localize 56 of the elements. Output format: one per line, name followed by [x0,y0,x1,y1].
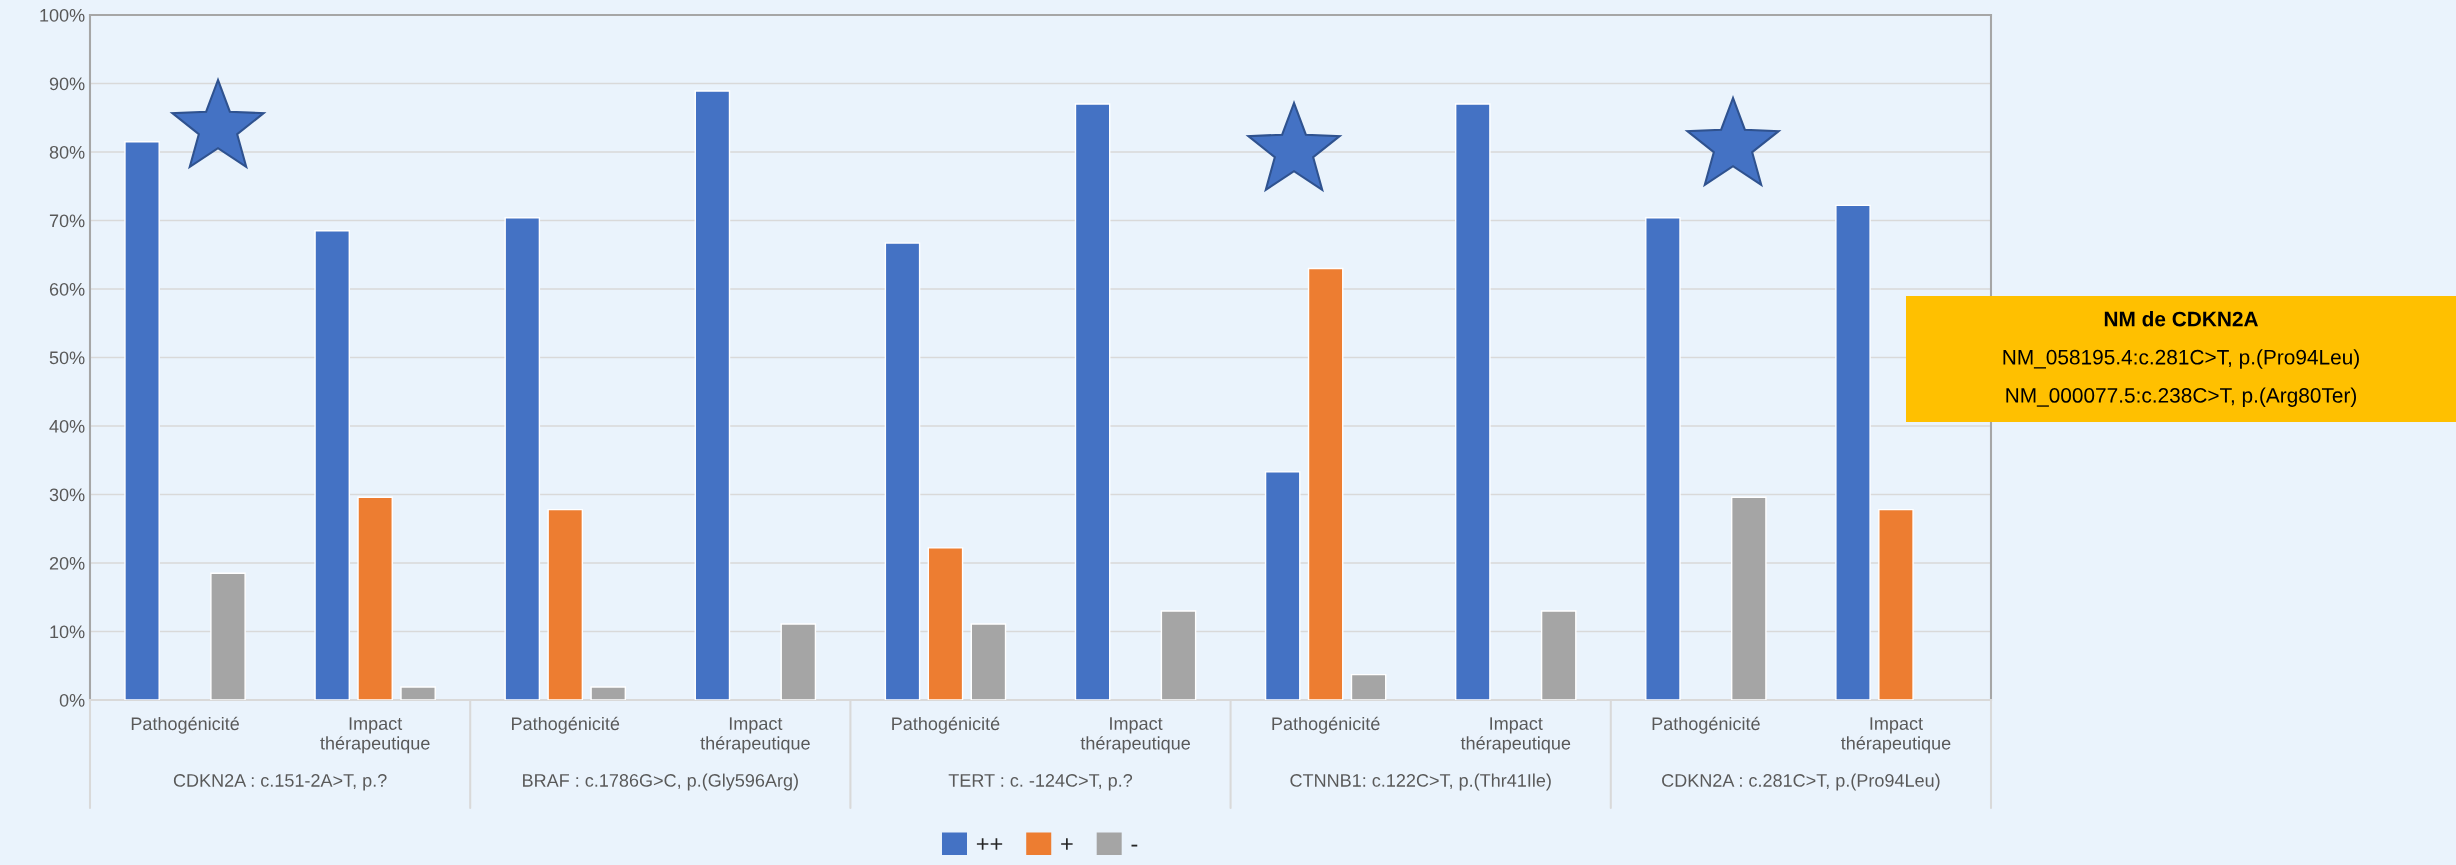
bar [357,496,393,700]
legend-label: + [1061,838,1073,850]
y-tick-label: 60% [49,282,85,296]
x-tick-label: Pathogénicité [512,716,620,734]
y-tick-label: 30% [49,488,85,502]
bar [504,217,541,700]
y-tick-label: 70% [49,214,85,228]
text: CTNNB1: c.122C>T, p.(Thr41Ile) [1290,773,1551,791]
x-tick-label: Pathogénicité [1272,716,1380,734]
legend-label: ++ [976,838,1003,850]
text: CDKN2A : c.281C>T, p.(Pro94Leu) [1662,773,1940,791]
bar [1350,673,1387,700]
bar [400,686,436,700]
text: NM_058195.4:c.281C>T, p.(Pro94Leu) [2003,349,2359,369]
text: NM de CDKN2A [2104,311,2258,327]
bar [1878,508,1914,700]
bar [927,547,964,700]
bar [1074,103,1111,700]
x-tick-label: Impact thérapeutique [700,717,810,754]
bar [694,90,731,700]
y-tick-label: 50% [49,351,85,365]
bar [1307,267,1344,700]
x-tick-label: Impact thérapeutique [1841,717,1951,754]
y-tick-label: 80% [49,145,85,159]
bar [1160,610,1197,700]
text: BRAF : c.1786G>C, p.(Gly596Arg) [523,773,798,791]
x-tick-label: Impact thérapeutique [1080,717,1190,754]
text: TERT : c. -124C>T, p.? [948,774,1133,791]
x-tick-label: Impact thérapeutique [320,717,430,754]
bar [1835,204,1871,700]
y-tick-label: 40% [49,419,85,433]
bar [124,141,160,700]
bar [884,242,921,700]
text: NM_000077.5:c.238C>T, p.(Arg80Ter) [2006,387,2357,407]
bar [780,623,817,700]
x-tick-label: Impact thérapeutique [1460,717,1571,754]
bar [1454,103,1491,700]
bar [1264,471,1301,700]
bar [314,230,350,700]
y-tick-label: 20% [49,556,85,570]
y-tick-label: 10% [50,625,85,639]
y-tick-label: 90% [49,77,85,91]
y-tick-label: 0% [59,693,85,707]
x-tick-label: Pathogénicité [131,716,239,734]
x-tick-label: Pathogénicité [1652,716,1760,734]
y-tick-label: 100% [40,8,85,22]
bar [970,623,1007,700]
legend-label: - [1131,844,1138,847]
bar [590,686,627,700]
bar [547,508,584,700]
x-tick-label: Pathogénicité [892,716,1000,734]
bar [1731,496,1767,700]
bar [1645,217,1681,700]
text: CDKN2A : c.151-2A>T, p.? [173,774,387,791]
bar [1540,610,1577,700]
bar [210,572,246,700]
